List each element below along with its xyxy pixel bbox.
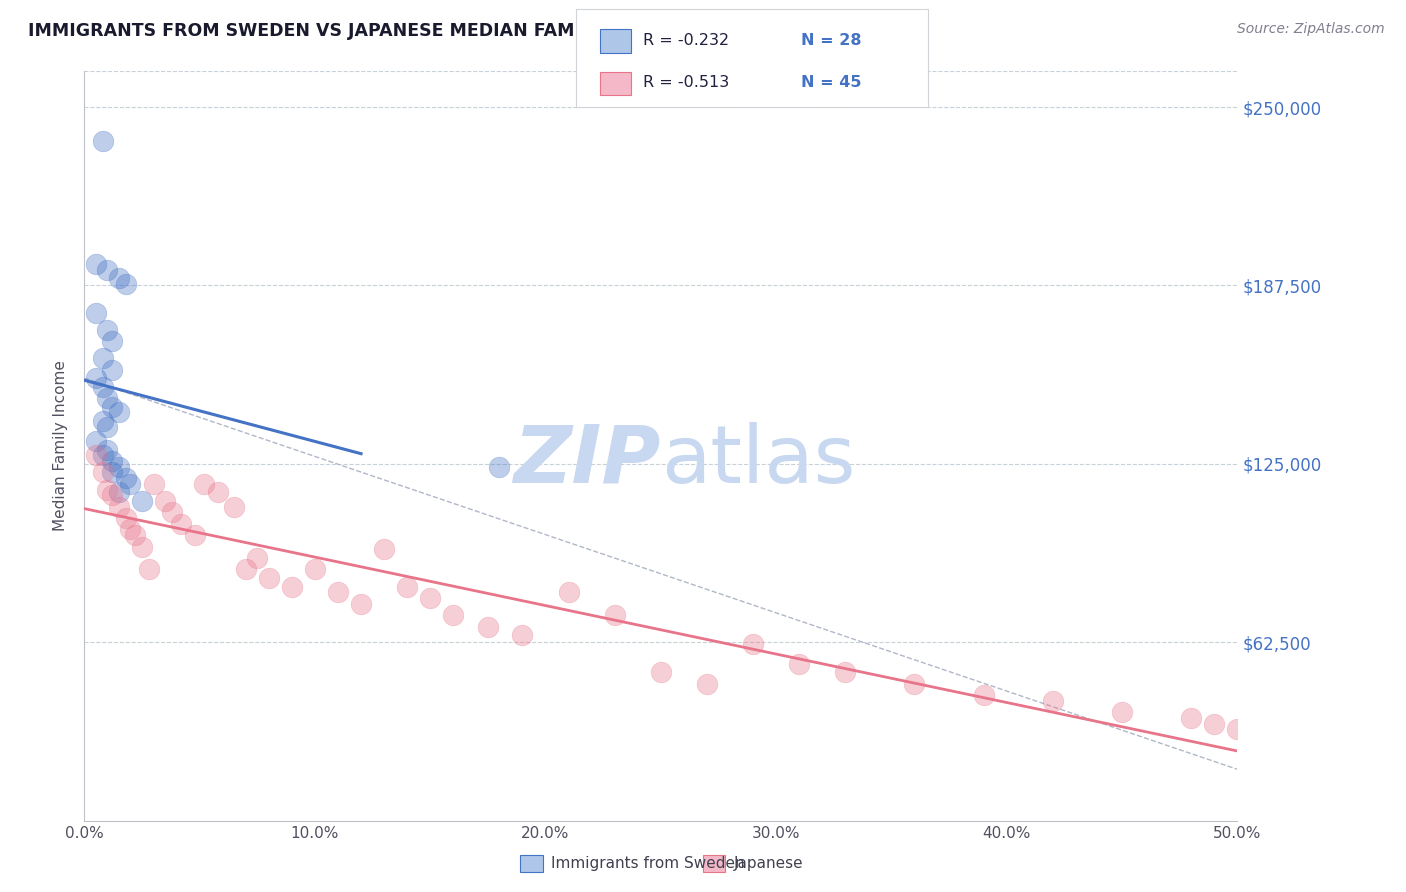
Point — [696, 676, 718, 690]
Point — [96, 323, 118, 337]
Point — [131, 540, 153, 554]
Point — [350, 597, 373, 611]
Point — [441, 608, 464, 623]
Point — [419, 591, 441, 605]
Point — [742, 637, 765, 651]
Point — [124, 528, 146, 542]
Point — [84, 371, 107, 385]
Point — [650, 665, 672, 680]
Point — [1226, 723, 1249, 737]
Point — [246, 551, 269, 566]
Point — [787, 657, 810, 671]
Point — [96, 483, 118, 497]
Point — [96, 442, 118, 457]
Point — [101, 400, 124, 414]
Point — [131, 494, 153, 508]
Text: R = -0.513: R = -0.513 — [643, 76, 728, 90]
Point — [84, 257, 107, 271]
Point — [1111, 705, 1133, 719]
Point — [512, 628, 534, 642]
Point — [1204, 716, 1226, 731]
Point — [326, 585, 349, 599]
Point — [91, 448, 114, 462]
Point — [108, 459, 131, 474]
Point — [101, 362, 124, 376]
Point — [557, 585, 579, 599]
Point — [235, 562, 257, 576]
Point — [115, 471, 138, 485]
Point — [488, 459, 510, 474]
Point — [101, 488, 124, 502]
Point — [101, 466, 124, 480]
Point — [160, 505, 183, 519]
Point — [108, 500, 131, 514]
Text: atlas: atlas — [661, 422, 855, 500]
Point — [973, 688, 995, 702]
Point — [207, 485, 229, 500]
Text: Source: ZipAtlas.com: Source: ZipAtlas.com — [1237, 22, 1385, 37]
Point — [304, 562, 326, 576]
Point — [91, 466, 114, 480]
Point — [96, 419, 118, 434]
Point — [1180, 711, 1202, 725]
Point — [903, 676, 925, 690]
Point — [115, 511, 138, 525]
Point — [373, 542, 395, 557]
Text: N = 28: N = 28 — [801, 33, 862, 47]
Point — [224, 500, 246, 514]
Point — [477, 619, 499, 633]
Point — [193, 476, 215, 491]
Point — [91, 134, 114, 148]
Point — [101, 334, 124, 348]
Point — [396, 580, 419, 594]
Point — [91, 351, 114, 366]
Point — [834, 665, 856, 680]
Point — [603, 608, 626, 623]
Point — [96, 391, 118, 405]
Point — [108, 485, 131, 500]
Point — [1042, 694, 1064, 708]
Point — [115, 277, 138, 291]
Point — [153, 494, 176, 508]
Point — [120, 523, 142, 537]
Point — [108, 405, 131, 419]
Point — [184, 528, 207, 542]
Text: Immigrants from Sweden: Immigrants from Sweden — [551, 856, 745, 871]
Point — [84, 305, 107, 319]
Text: IMMIGRANTS FROM SWEDEN VS JAPANESE MEDIAN FAMILY INCOME CORRELATION CHART: IMMIGRANTS FROM SWEDEN VS JAPANESE MEDIA… — [28, 22, 901, 40]
Point — [142, 476, 165, 491]
Point — [257, 571, 280, 585]
Text: R = -0.232: R = -0.232 — [643, 33, 728, 47]
Point — [84, 448, 107, 462]
Point — [138, 562, 160, 576]
Point — [281, 580, 304, 594]
Point — [170, 516, 193, 531]
Point — [84, 434, 107, 448]
Point — [96, 262, 118, 277]
Text: Japanese: Japanese — [734, 856, 804, 871]
Point — [120, 476, 142, 491]
Text: ZIP: ZIP — [513, 422, 661, 500]
Y-axis label: Median Family Income: Median Family Income — [53, 360, 69, 532]
Point — [91, 414, 114, 428]
Point — [108, 271, 131, 285]
Point — [101, 454, 124, 468]
Point — [91, 380, 114, 394]
Text: N = 45: N = 45 — [801, 76, 862, 90]
